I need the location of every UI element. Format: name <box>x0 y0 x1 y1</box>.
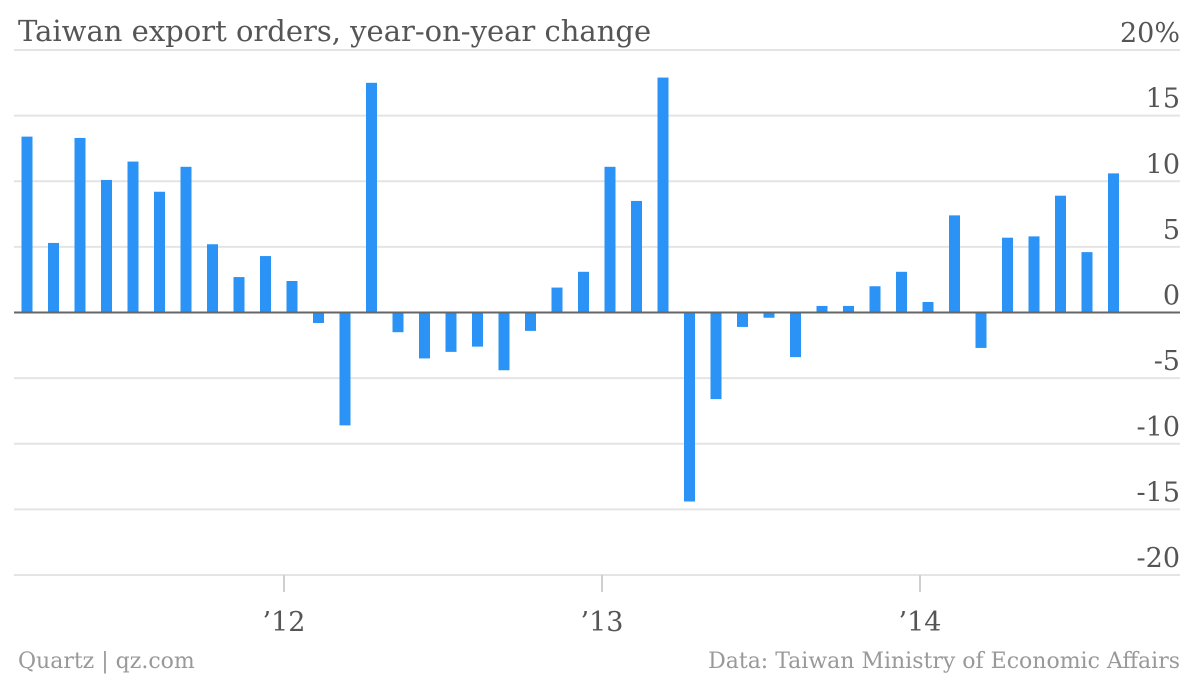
bar <box>551 287 563 313</box>
bar <box>127 161 139 313</box>
bar <box>896 271 907 313</box>
bar <box>498 312 510 371</box>
x-tick-marks <box>283 575 921 592</box>
bar <box>1002 237 1013 313</box>
bar <box>260 256 271 313</box>
y-tick-label: 15 <box>1146 84 1180 115</box>
bar <box>684 312 695 502</box>
bar <box>949 215 960 313</box>
bar <box>419 312 430 359</box>
bar <box>525 312 536 331</box>
bar <box>737 312 748 327</box>
bar <box>154 191 165 313</box>
bar <box>657 77 669 313</box>
bar <box>48 242 59 313</box>
bar <box>233 277 245 313</box>
bar <box>869 286 881 313</box>
bar <box>207 244 218 313</box>
bar <box>631 200 642 313</box>
x-tick-label: ’12 <box>263 607 306 638</box>
bar <box>392 312 404 333</box>
bar <box>366 82 377 313</box>
bar <box>763 312 775 318</box>
x-tick-label: ’14 <box>899 607 942 638</box>
y-tick-label: 5 <box>1163 215 1180 246</box>
bar <box>975 312 987 348</box>
bar <box>472 312 483 347</box>
y-tick-label: -20 <box>1137 543 1180 574</box>
bar <box>180 166 192 313</box>
x-tick-labels: ’12 ’13 ’14 <box>263 607 942 638</box>
bars <box>21 77 1119 502</box>
y-tick-label: 20% <box>1120 18 1180 49</box>
data-source: Data: Taiwan Ministry of Economic Affair… <box>708 649 1180 674</box>
y-tick-label: 0 <box>1163 281 1180 312</box>
y-tick-label: -5 <box>1154 346 1180 377</box>
bar <box>1055 195 1066 313</box>
bar <box>339 312 351 426</box>
y-tick-labels: 20% 15 10 5 0 -5 -10 -15 -20 <box>1120 18 1180 574</box>
bar <box>21 136 33 313</box>
y-tick-label: -15 <box>1137 477 1180 508</box>
y-tick-label: 10 <box>1146 149 1180 180</box>
bar <box>445 312 457 352</box>
bar <box>790 312 801 358</box>
source-credit: Quartz | qz.com <box>18 649 195 674</box>
bar <box>843 305 854 313</box>
bar <box>710 312 722 400</box>
bar <box>313 312 324 323</box>
chart-title: Taiwan export orders, year-on-year chang… <box>18 14 651 48</box>
x-tick-label: ’13 <box>581 607 624 638</box>
bar <box>286 281 298 313</box>
bar <box>604 166 616 313</box>
bar <box>101 179 112 313</box>
bar <box>1081 252 1093 313</box>
y-tick-label: -10 <box>1137 412 1180 443</box>
bar <box>816 305 828 313</box>
bar <box>922 302 934 313</box>
bar <box>1108 173 1119 313</box>
bar <box>74 137 86 313</box>
bar <box>578 271 589 313</box>
bar <box>1028 236 1040 313</box>
